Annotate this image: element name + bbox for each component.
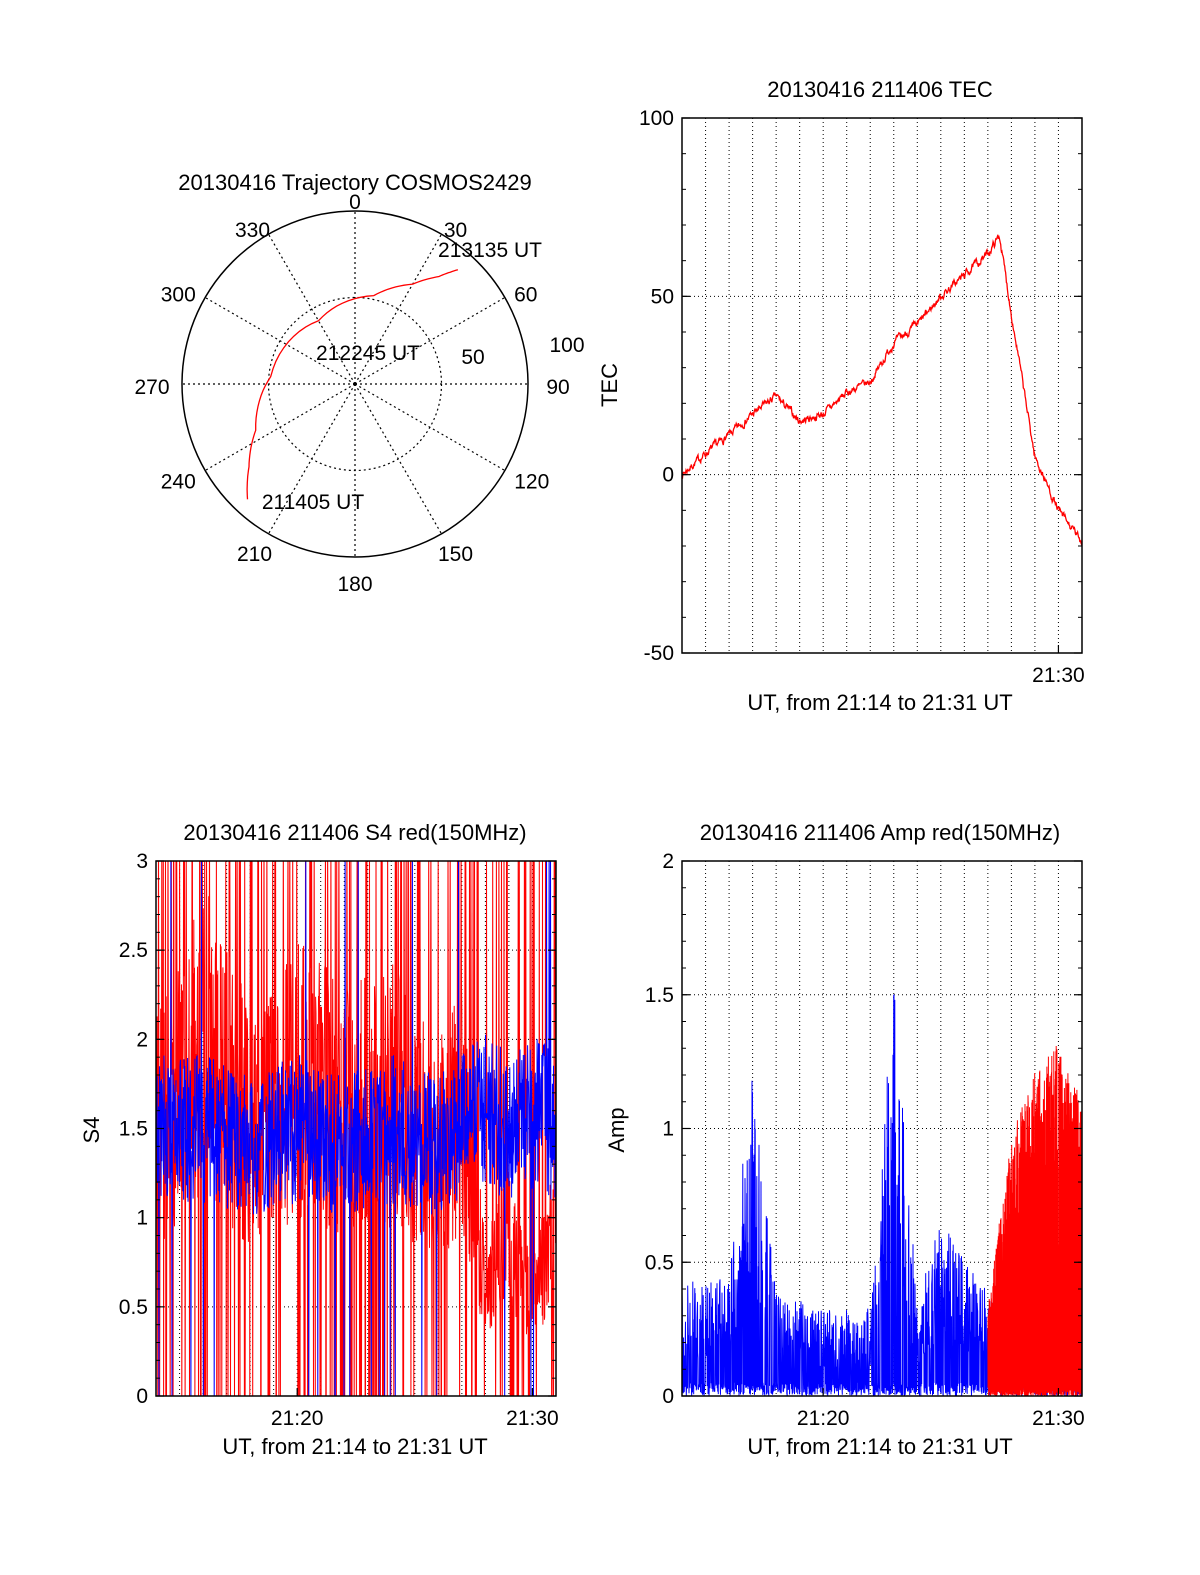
ticks: 100 50 0 -50 21:30 bbox=[639, 107, 1085, 687]
polar-angle-tick: 90 bbox=[546, 376, 569, 399]
polar-spoke bbox=[354, 383, 506, 472]
polar-outer-circle bbox=[181, 210, 529, 558]
y-tick-label: 100 bbox=[639, 107, 674, 130]
polar-spoke bbox=[354, 296, 506, 385]
amp-xlabel: UT, from 21:14 to 21:31 UT bbox=[747, 1434, 1012, 1459]
series-line-second bbox=[156, 861, 556, 1396]
s4-xlabel: UT, from 21:14 to 21:31 UT bbox=[222, 1434, 487, 1459]
series-group bbox=[682, 234, 1082, 546]
polar-annotation: 212245 UT bbox=[316, 342, 420, 365]
x-tick-label: 21:20 bbox=[797, 1407, 850, 1430]
y-tick-label: 0.5 bbox=[119, 1296, 148, 1319]
polar-angle-tick: 150 bbox=[438, 543, 473, 566]
x-tick-label: 21:30 bbox=[1032, 664, 1085, 687]
polar-angle-tick: 30 bbox=[444, 219, 467, 242]
polar-angle-tick: 180 bbox=[337, 573, 372, 596]
polar-angle-tick: 60 bbox=[514, 284, 537, 307]
polar-angle-tick: 270 bbox=[134, 376, 169, 399]
polar-spoke bbox=[204, 296, 356, 385]
series-line-first bbox=[682, 234, 1082, 546]
s4-panel: 20130416 211406 S4 red(150MHz) UT, from … bbox=[79, 820, 559, 1459]
y-tick-label: 1 bbox=[136, 1207, 148, 1230]
y-tick-label: 0.5 bbox=[645, 1251, 674, 1274]
series-group bbox=[682, 994, 1082, 1396]
y-tick-label: 0 bbox=[662, 464, 674, 487]
y-tick-label: 2 bbox=[136, 1028, 148, 1051]
polar-angle-tick: 330 bbox=[235, 219, 270, 242]
polar-panel: 20130416 Trajectory COSMOS2429 0 30 60 90 12… bbox=[134, 170, 584, 596]
series-line-first bbox=[156, 861, 556, 1396]
polar-spoke bbox=[354, 233, 443, 385]
polar-annotation: 211405 UT bbox=[262, 491, 365, 514]
y-tick-label: 1.5 bbox=[119, 1118, 148, 1141]
amp-title: 20130416 211406 Amp red(150MHz) bbox=[700, 820, 1060, 845]
polar-annotation: 213135 UT bbox=[438, 239, 542, 262]
tec-panel: 20130416 211406 TEC UT, from 21:14 to 21… bbox=[597, 77, 1085, 715]
polar-title: 20130416 Trajectory COSMOS2429 bbox=[178, 170, 531, 195]
polar-angle-tick: 210 bbox=[237, 543, 272, 566]
polar-spoke bbox=[204, 383, 356, 472]
y-tick-label: 50 bbox=[651, 285, 674, 308]
polar-grid bbox=[181, 210, 529, 558]
polar-angle-labels: 0 30 60 90 120 150 180 210 240 270 300 330 bbox=[134, 191, 569, 596]
amp-panel: 20130416 211406 Amp red(150MHz) UT, from… bbox=[604, 820, 1085, 1459]
gridlines bbox=[682, 117, 1082, 654]
y-tick-label: 2.5 bbox=[119, 939, 148, 962]
s4-ylabel: S4 bbox=[79, 1117, 104, 1144]
tec-xlabel: UT, from 21:14 to 21:31 UT bbox=[747, 690, 1012, 715]
polar-series bbox=[246, 269, 459, 500]
series-line-second bbox=[987, 1045, 1082, 1396]
polar-angle-tick: 0 bbox=[349, 191, 361, 214]
s4-plot-area: 3 2.5 2 1.5 1 0.5 0 21:20 21:30 bbox=[119, 850, 559, 1430]
y-tick-label: 0 bbox=[136, 1385, 148, 1408]
y-tick-label: 2 bbox=[662, 850, 674, 873]
x-tick-label: 21:30 bbox=[506, 1407, 559, 1430]
y-tick-label: 1 bbox=[662, 1118, 674, 1141]
polar-angle-tick: 120 bbox=[514, 471, 549, 494]
y-tick-label: 0 bbox=[662, 1385, 674, 1408]
y-tick-label: 3 bbox=[136, 850, 148, 873]
plot-frame bbox=[681, 117, 1083, 654]
s4-title: 20130416 211406 S4 red(150MHz) bbox=[183, 820, 526, 845]
polar-angle-tick: 300 bbox=[161, 284, 196, 307]
polar-spoke bbox=[354, 383, 443, 535]
x-tick-label: 21:20 bbox=[271, 1407, 324, 1430]
tec-ylabel: TEC bbox=[597, 363, 622, 407]
ticks: 3 2.5 2 1.5 1 0.5 0 21:20 21:30 bbox=[119, 850, 559, 1430]
polar-angle-tick: 240 bbox=[161, 471, 196, 494]
y-tick-label: 1.5 bbox=[645, 984, 674, 1007]
polar-radial-tick-100: 100 bbox=[549, 334, 584, 357]
ticks: 2 1.5 1 0.5 0 21:20 21:30 bbox=[645, 850, 1085, 1430]
polar-trajectory-line bbox=[246, 269, 459, 500]
polar-annotations: 213135 UT 212245 UT 211405 UT bbox=[262, 239, 542, 514]
polar-spoke bbox=[267, 383, 356, 535]
tec-title: 20130416 211406 TEC bbox=[767, 77, 993, 102]
amp-plot-area: 2 1.5 1 0.5 0 21:20 21:30 bbox=[645, 850, 1085, 1430]
polar-spoke bbox=[267, 233, 356, 385]
y-tick-label: -50 bbox=[644, 642, 674, 665]
polar-radial-tick-50: 50 bbox=[461, 346, 484, 369]
series-group bbox=[156, 861, 556, 1396]
amp-ylabel: Amp bbox=[604, 1107, 629, 1152]
tec-plot-area: 100 50 0 -50 21:30 bbox=[639, 107, 1085, 687]
x-tick-label: 21:30 bbox=[1032, 1407, 1085, 1430]
